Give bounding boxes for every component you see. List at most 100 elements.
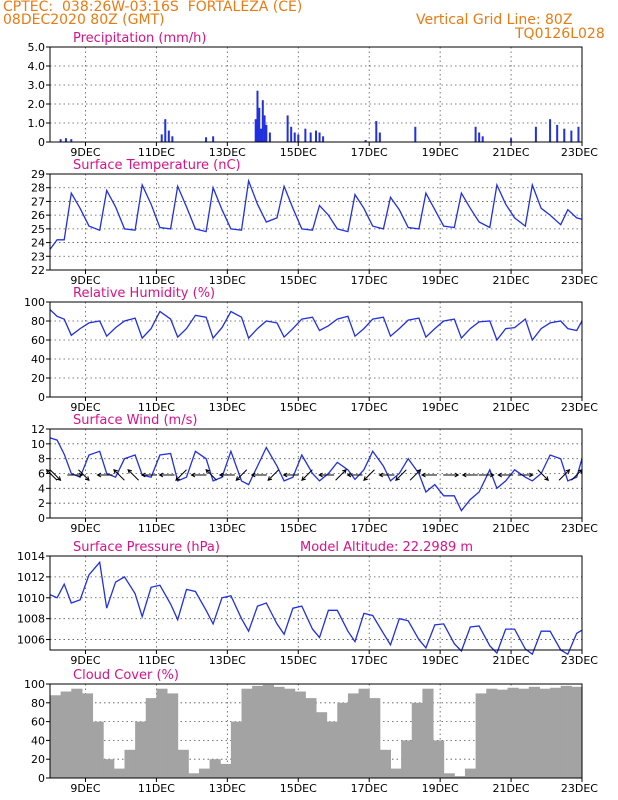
x-tick-label: 23DEC bbox=[561, 146, 598, 159]
x-tick-label: 19DEC bbox=[422, 146, 459, 159]
y-tick-label: 25 bbox=[31, 223, 45, 236]
y-tick-label: 20 bbox=[31, 372, 45, 385]
cloud-bar bbox=[316, 712, 328, 778]
cloud-bar bbox=[528, 686, 540, 778]
precip-bar bbox=[364, 140, 367, 142]
x-tick-label: 9DEC bbox=[70, 654, 100, 667]
wind-arrow-head bbox=[282, 472, 288, 478]
wind-arrow bbox=[558, 469, 570, 481]
precip-bar bbox=[534, 126, 537, 142]
precip-bar bbox=[510, 138, 513, 142]
cloud-bar bbox=[135, 721, 147, 778]
wind-arrow-head bbox=[395, 476, 400, 481]
wind-arrow-head bbox=[318, 472, 323, 478]
precip-bar bbox=[70, 139, 73, 142]
cloud-bar bbox=[571, 686, 583, 778]
cloud-bar bbox=[230, 721, 243, 778]
x-tick-label: 13DEC bbox=[209, 146, 246, 159]
wind-arrow-head bbox=[489, 472, 495, 478]
y-tick-label: 20 bbox=[31, 753, 45, 766]
wind-arrow bbox=[235, 469, 248, 481]
x-tick-label: 21DEC bbox=[493, 654, 530, 667]
x-tick-label: 17DEC bbox=[351, 654, 388, 667]
x-tick-label: 23DEC bbox=[561, 522, 598, 535]
y-tick-label: 10 bbox=[31, 438, 45, 451]
wind-arrow-head bbox=[544, 476, 549, 481]
cloud-bar bbox=[443, 773, 455, 778]
wind-arrow-head bbox=[140, 472, 146, 478]
precip-bar bbox=[414, 126, 417, 142]
x-tick-label: 9DEC bbox=[70, 782, 100, 795]
wind-arrow bbox=[175, 469, 187, 481]
precip-bar bbox=[293, 132, 296, 142]
cloud-bar bbox=[113, 768, 125, 778]
precip-bar bbox=[297, 134, 300, 142]
precip-bar bbox=[570, 130, 573, 142]
precip-bar bbox=[309, 132, 312, 142]
x-tick-label: 21DEC bbox=[493, 522, 530, 535]
wind-arrow bbox=[267, 469, 280, 481]
plot-frame bbox=[49, 46, 583, 143]
precip-bar bbox=[322, 136, 325, 142]
precip-bar bbox=[254, 119, 257, 142]
cloud-bar bbox=[284, 688, 296, 778]
precip-bar bbox=[256, 90, 259, 142]
wind-arrow bbox=[537, 469, 549, 481]
y-tick-label: 0 bbox=[38, 772, 45, 785]
cloud-bar bbox=[177, 749, 189, 778]
cloud-bar bbox=[454, 776, 466, 778]
plot-frame bbox=[49, 173, 583, 271]
wind-arrow bbox=[335, 469, 347, 481]
x-tick-label: 23DEC bbox=[561, 782, 598, 795]
cloud-bar bbox=[241, 688, 253, 778]
cloud-bar bbox=[273, 686, 285, 778]
y-tick-label: 2.0 bbox=[28, 98, 46, 111]
y-tick-label: 80 bbox=[31, 315, 45, 328]
y-tick-label: 60 bbox=[31, 334, 45, 347]
cloud-bar bbox=[156, 688, 168, 778]
precip-bar bbox=[261, 100, 264, 142]
precip-bar bbox=[205, 137, 208, 142]
x-tick-label: 11DEC bbox=[138, 146, 175, 159]
wind-arrow bbox=[78, 469, 90, 481]
y-tick-label: 60 bbox=[31, 716, 45, 729]
header-code: TQ0126L028 bbox=[515, 26, 605, 42]
x-tick-label: 13DEC bbox=[209, 654, 246, 667]
x-tick-label: 13DEC bbox=[209, 782, 246, 795]
y-tick-label: 1006 bbox=[17, 634, 45, 647]
wind-arrow-head bbox=[235, 476, 241, 481]
precip-bar bbox=[212, 136, 215, 142]
x-tick-label: 15DEC bbox=[280, 274, 317, 287]
cloud-bar bbox=[518, 688, 530, 778]
wind-arrow-head bbox=[56, 476, 62, 481]
x-tick-label: 15DEC bbox=[280, 782, 317, 795]
y-tick-label: 1014 bbox=[17, 550, 45, 563]
cloud-bar bbox=[496, 689, 509, 778]
x-tick-label: 11DEC bbox=[138, 522, 175, 535]
cloud-bar bbox=[71, 688, 83, 778]
precip-bar bbox=[263, 115, 266, 142]
y-tick-label: 1012 bbox=[17, 571, 45, 584]
x-tick-label: 15DEC bbox=[280, 401, 317, 414]
y-tick-label: 2 bbox=[38, 497, 45, 510]
wind-arrow-head bbox=[250, 472, 256, 478]
x-tick-label: 17DEC bbox=[351, 522, 388, 535]
wind-arrow bbox=[46, 469, 58, 481]
x-tick-label: 19DEC bbox=[422, 654, 459, 667]
cloud-bar bbox=[50, 695, 62, 778]
precip-bar bbox=[478, 132, 481, 142]
wind-arrow bbox=[205, 469, 217, 481]
y-tick-label: 12 bbox=[31, 423, 45, 436]
cloud-bar bbox=[369, 698, 381, 778]
wind-arrow-head bbox=[416, 468, 422, 474]
wind-arrow-head bbox=[113, 468, 118, 474]
wind-arrow-head bbox=[346, 472, 352, 478]
x-tick-label: 9DEC bbox=[70, 146, 100, 159]
wind-arrow-head bbox=[175, 476, 180, 481]
wind-arrow-head bbox=[218, 472, 224, 478]
wind-arrow-head bbox=[96, 472, 102, 478]
x-tick-label: 15DEC bbox=[280, 654, 317, 667]
wind-arrow-head bbox=[78, 472, 84, 478]
x-tick-label: 11DEC bbox=[138, 401, 175, 414]
precip-bar bbox=[260, 128, 263, 142]
